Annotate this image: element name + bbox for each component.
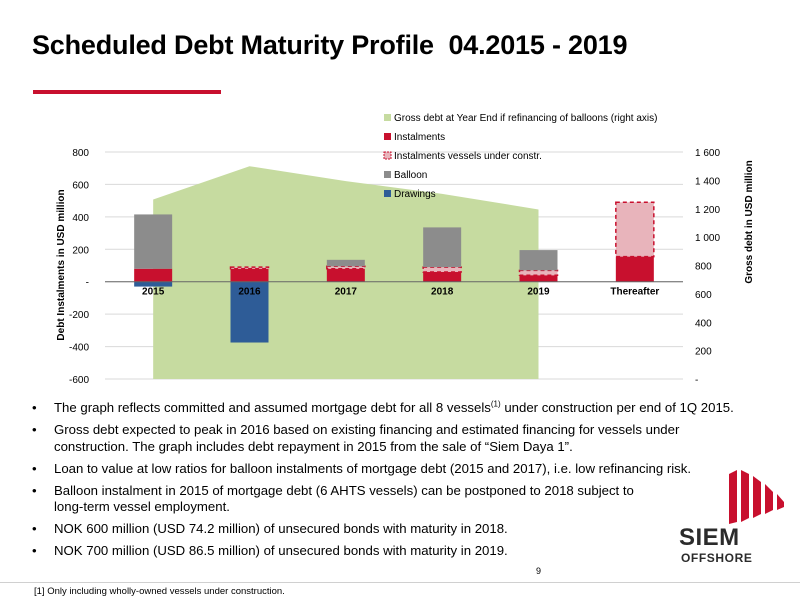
bullet-text-continued: under construction per end of 1Q 2015. <box>500 400 734 415</box>
bar-instalments-vessels-under-constr <box>518 269 559 276</box>
legend-swatch <box>383 151 392 160</box>
legend-label: Drawings <box>394 189 436 200</box>
bar-balloon <box>326 259 365 267</box>
y2-tick-label: 1 200 <box>695 205 720 216</box>
bar-drawings <box>230 281 269 343</box>
y2-tick-label: 200 <box>695 347 712 358</box>
logo-wordmark-offshore: OFFSHORE <box>681 551 753 565</box>
y2-tick-label: 800 <box>695 262 712 273</box>
chart-legend: Gross debt at Year End if refinancing of… <box>383 113 657 200</box>
y2-tick-label: 1 000 <box>695 233 720 244</box>
x-tick-label: Thereafter <box>610 287 659 298</box>
x-tick-label: 2017 <box>335 287 358 298</box>
legend-label: Instalments vessels under constr. <box>394 151 542 162</box>
footnote: [1] Only including wholly-owned vessels … <box>34 586 285 597</box>
x-tick-label: 2015 <box>142 287 165 298</box>
legend-swatch <box>384 114 391 121</box>
bar-instalments-vessels-under-constr <box>422 266 462 273</box>
bar-balloon <box>519 250 558 271</box>
slide-title: Scheduled Debt Maturity Profile 04.2015 … <box>32 30 628 60</box>
title-underline <box>33 90 221 94</box>
x-tick-label: 2019 <box>527 287 550 298</box>
bar-balloon <box>134 214 173 269</box>
debt-maturity-chart: -600-400-200-200400600800-2004006008001 … <box>56 113 755 386</box>
legend-swatch <box>384 190 391 197</box>
y-tick-label: 600 <box>72 180 89 191</box>
bullet-dot: • <box>32 482 37 498</box>
bar-balloon <box>423 227 462 268</box>
bullet-text: The graph reflects committed and assumed… <box>54 400 491 415</box>
y-tick-label: - <box>86 278 89 289</box>
bullet-item: • The graph reflects committed and assume… <box>30 400 750 417</box>
y2-tick-label: - <box>695 375 698 386</box>
y-axis-title: Debt Instalments in USD million <box>56 189 67 340</box>
bullet-text: Gross debt expected to peak in 2016 base… <box>54 422 680 454</box>
axis-layer: -600-400-200-200400600800-2004006008001 … <box>56 148 755 386</box>
y2-tick-label: 600 <box>695 290 712 301</box>
bullet-dot: • <box>32 521 37 536</box>
y-tick-label: -400 <box>69 343 89 354</box>
y-tick-label: 800 <box>72 148 89 159</box>
y2-tick-label: 1 400 <box>695 176 720 187</box>
footnote-divider <box>0 582 800 583</box>
bar-layer <box>134 201 655 343</box>
bullet-dot: • <box>32 422 37 437</box>
bullet-dot: • <box>32 543 37 558</box>
footnote-ref: (1) <box>490 399 501 409</box>
x-tick-label: 2018 <box>431 287 454 298</box>
bullet-item: • NOK 600 million (USD 74.2 million) of u… <box>30 521 750 538</box>
bullet-item: • Loan to value at low ratios for balloon… <box>30 461 750 478</box>
bullet-item: • Balloon instalment in 2015 of mortgage … <box>30 483 750 516</box>
y2-tick-label: 400 <box>695 318 712 329</box>
bar-instalments <box>423 271 462 282</box>
page-number: 9 <box>536 566 542 576</box>
bar-instalments <box>326 268 365 282</box>
bullet-dot: • <box>32 460 37 476</box>
bar-instalments-vessels-under-constr <box>229 266 270 270</box>
legend-swatch <box>384 171 391 178</box>
bar-instalments <box>230 268 269 282</box>
bullet-text: NOK 600 million (USD 74.2 million) of un… <box>54 521 508 536</box>
y-tick-label: -200 <box>69 310 89 321</box>
bullet-text: Balloon instalment in 2015 of mortgage d… <box>54 482 634 515</box>
logo-wordmark-siem: SIEM <box>679 524 740 551</box>
bar-instalments-vessels-under-constr <box>615 201 655 258</box>
bar-instalments <box>519 275 558 282</box>
bullet-list: • The graph reflects committed and assume… <box>30 400 750 565</box>
bullet-dot: • <box>32 400 37 415</box>
legend-label: Gross debt at Year End if refinancing of… <box>394 113 657 124</box>
bullet-text: Loan to value at low ratios for balloon … <box>54 460 692 476</box>
x-tick-label: 2016 <box>238 287 261 298</box>
bullet-item: • Gross debt expected to peak in 2016 bas… <box>30 422 750 455</box>
y-tick-label: -600 <box>69 375 89 386</box>
y-tick-label: 400 <box>72 213 89 224</box>
y2-tick-label: 1 600 <box>695 148 720 159</box>
bar-instalments-vessels-under-constr <box>326 265 366 270</box>
bullet-item: • NOK 700 million (USD 86.5 million) of u… <box>30 543 750 560</box>
legend-label: Balloon <box>394 170 427 181</box>
siem-offshore-logo: SIEM OFFSHORE <box>655 468 790 568</box>
bar-drawings <box>134 281 173 287</box>
logo-sail-icon <box>729 470 784 524</box>
legend-swatch <box>384 133 391 140</box>
bar-instalments <box>615 256 654 282</box>
bar-instalments <box>134 268 173 282</box>
y-tick-label: 200 <box>72 245 89 256</box>
legend-label: Instalments <box>394 132 445 143</box>
y2-axis-title: Gross debt in USD million <box>744 160 755 283</box>
bullet-text: NOK 700 million (USD 86.5 million) of un… <box>54 543 508 558</box>
